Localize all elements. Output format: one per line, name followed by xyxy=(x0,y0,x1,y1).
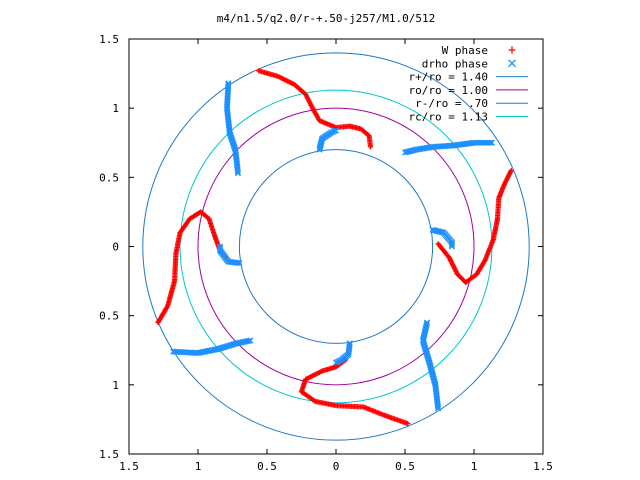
y-tick-label: 1.5 xyxy=(99,448,119,461)
drho-phase-point xyxy=(448,243,455,250)
drho-phase-point xyxy=(401,149,409,156)
chart-title: m4/n1.5/q2.0/r-+.50-j257/M1.0/512 xyxy=(217,12,436,25)
legend-label: drho phase xyxy=(422,57,488,70)
y-tick-label: 0.5 xyxy=(99,171,119,184)
drho-phase-point xyxy=(234,170,242,177)
x-tick-label: 1 xyxy=(471,460,478,473)
x-tick-label: 1 xyxy=(195,460,202,473)
radius-circle xyxy=(238,149,434,344)
drho-phase-point xyxy=(423,321,430,328)
drho-phase-point xyxy=(403,149,410,156)
radius-circle xyxy=(197,107,475,386)
y-tick-label: 1 xyxy=(112,102,119,115)
drho-phase-point xyxy=(247,337,254,344)
radius-circle xyxy=(179,89,493,404)
w-phase-point xyxy=(435,241,441,247)
w-phase-point xyxy=(367,144,374,150)
x-tick-label: 0 xyxy=(333,460,340,473)
drho-phase-point xyxy=(448,242,455,249)
legend-label: ro/ro = 1.00 xyxy=(409,84,488,97)
x-tick-label: 1.5 xyxy=(533,460,553,473)
drho-phase-point xyxy=(332,127,340,134)
phase-markers xyxy=(155,68,514,427)
y-tick-label: 0.5 xyxy=(99,310,119,323)
x-tick-label: 1.5 xyxy=(119,460,139,473)
drho-phase-point xyxy=(217,243,224,250)
legend-label: W phase xyxy=(442,44,488,57)
drho-phase-point xyxy=(424,319,431,326)
y-tick-label: 0 xyxy=(112,241,119,254)
legend-cross-symbol xyxy=(508,59,516,68)
legend-label: rc/ro = 1.13 xyxy=(409,111,488,124)
x-tick-label: 0.5 xyxy=(395,460,415,473)
legend-label: r-/ro = .70 xyxy=(415,97,488,110)
drho-phase-point xyxy=(245,337,252,344)
drho-phase-point xyxy=(234,168,241,175)
y-tick-label: 1 xyxy=(112,379,119,392)
radius-circle xyxy=(142,52,530,441)
legend-plus-symbol xyxy=(508,46,516,54)
y-tick-label: 1.5 xyxy=(99,33,119,46)
drho-phase-point xyxy=(217,244,224,251)
x-tick-label: 0.5 xyxy=(257,460,277,473)
drho-phase-point xyxy=(332,359,340,366)
legend-label: r+/ro = 1.40 xyxy=(409,71,488,84)
